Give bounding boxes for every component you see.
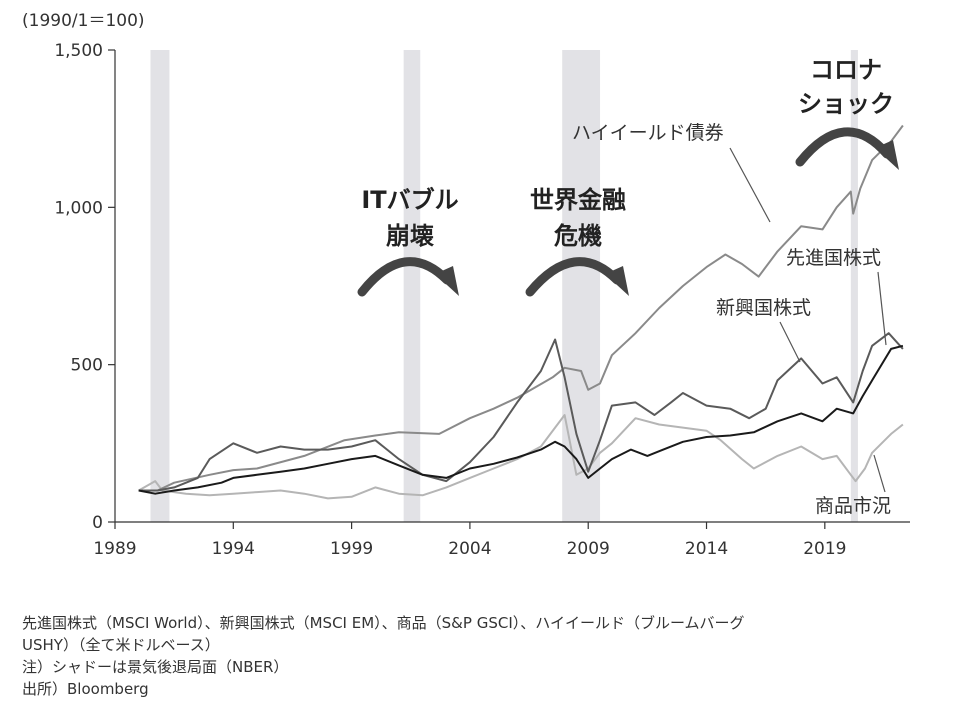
- y-tick-label: 0: [92, 513, 103, 533]
- footnote-sources-line1: 先進国株式（MSCI World）、新興国株式（MSCI EM）、商品（S&P …: [22, 614, 745, 632]
- leader-line-developed: [877, 271, 887, 346]
- recession-band-3: [562, 50, 601, 522]
- x-tick-label: 2019: [803, 539, 846, 559]
- chart: (1990/1＝100) 0 500 1,000 1,500 1989 1994 1999…: [22, 11, 910, 559]
- event-arrowhead-1: [435, 266, 459, 296]
- x-tick-label: 1999: [330, 539, 373, 559]
- x-tick-label: 1994: [212, 539, 255, 559]
- footnotes: 先進国株式（MSCI World）、新興国株式（MSCI EM）、商品（S&P …: [22, 612, 745, 700]
- event-label-2: 世界金融: [530, 186, 626, 214]
- leader-line-high-yield: [729, 147, 771, 223]
- event-arrow-1: [357, 257, 452, 297]
- x-tick-label: 2004: [448, 539, 491, 559]
- event-arrow-3: [795, 127, 892, 167]
- series-label-emerging: 新興国株式: [716, 297, 811, 319]
- series-lines: [138, 124, 904, 500]
- y-tick-label: 1,000: [54, 198, 103, 218]
- footnote-source: 出所）Bloomberg: [22, 680, 149, 698]
- event-label-1: 崩壊: [386, 222, 434, 250]
- x-tick-label: 2014: [685, 539, 728, 559]
- y-unit-label: (1990/1＝100): [22, 11, 145, 31]
- leader-line-emerging: [779, 321, 801, 363]
- recession-band-1: [150, 50, 170, 522]
- x-ticks: 1989 1994 1999 2004 2009 2014 2019: [93, 522, 846, 559]
- series-line-2: [138, 332, 904, 492]
- recession-band-4: [850, 50, 858, 522]
- event-arrowhead-3: [875, 140, 899, 170]
- y-ticks: 0 500 1,000 1,500: [54, 41, 115, 533]
- series-line-0: [138, 124, 904, 492]
- event-label-2: 危機: [554, 222, 602, 250]
- event-arrowhead-2: [605, 266, 629, 296]
- footnote-shading-note: 注）シャドーは景気後退局面（NBER）: [22, 658, 289, 676]
- x-tick-label: 1989: [93, 539, 136, 559]
- series-line-3: [138, 414, 904, 500]
- recession-shading: [150, 50, 858, 522]
- y-tick-label: 1,500: [54, 41, 103, 61]
- series-label-developed: 先進国株式: [786, 247, 881, 269]
- event-label-3: コロナ: [810, 56, 882, 84]
- recession-band-2: [403, 50, 421, 522]
- footnote-sources-line2: USHY）（全て米ドルベース）: [22, 636, 220, 654]
- x-tick-label: 2009: [567, 539, 610, 559]
- series-label-commodity: 商品市況: [815, 495, 891, 517]
- y-tick-label: 500: [71, 356, 103, 376]
- event-label-1: ITバブル: [361, 186, 458, 214]
- series-label-high-yield: ハイイールド債券: [572, 122, 724, 144]
- axes: [114, 50, 910, 523]
- event-arrow-2: [525, 257, 622, 297]
- series-line-1: [138, 344, 904, 495]
- leader-line-commodity: [873, 454, 886, 493]
- event-label-3: ショック: [798, 90, 894, 118]
